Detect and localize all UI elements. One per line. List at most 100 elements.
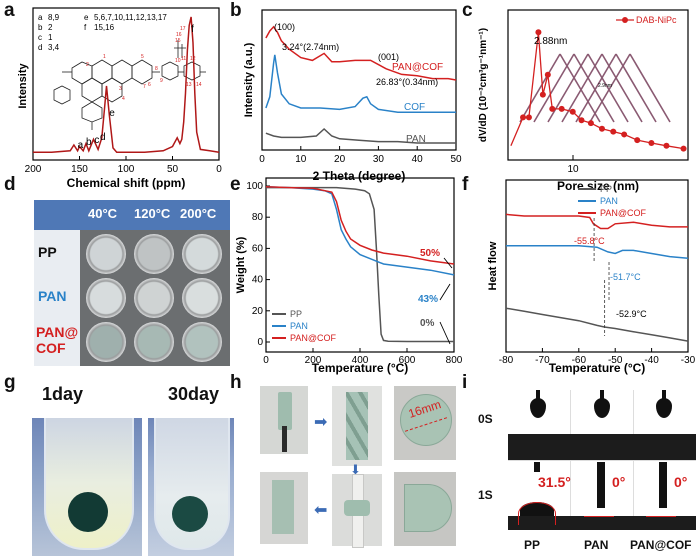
chart-e-legend-label: PP (290, 309, 302, 319)
membrane-dish (134, 278, 174, 318)
chart-f-annotation-pan: -51.7°C (610, 272, 641, 282)
chart-a-xlabel: Chemical shift (ppm) (67, 176, 186, 190)
panel-label-d: d (4, 174, 16, 195)
chart-e-ytick-label: 0 (257, 337, 263, 348)
droplet-pan-0s (594, 398, 610, 418)
panel-label-f: f (462, 174, 469, 195)
chart-c-xtick-label: 10 (567, 164, 579, 175)
panel-label-b: b (230, 0, 242, 21)
chart-b-series-pan-cof (265, 25, 457, 81)
chart-e-annotation-pp: 0% (420, 318, 435, 329)
chart-a-legend-key: d (38, 43, 42, 52)
chart-e-ytick-label: 40 (252, 275, 264, 286)
panel-d-row-label-pp: PP (38, 244, 57, 260)
svg-text:11: 11 (181, 56, 186, 62)
membrane-dish (86, 322, 126, 362)
arrow-down-icon: ⬇ (350, 462, 361, 477)
chart-e-xtick-label: 0 (263, 355, 269, 366)
chart-c-marker (610, 128, 617, 135)
panel-d-row-label-pancof: PAN@ COF (36, 324, 79, 356)
membrane-dish (86, 278, 126, 318)
svg-text:5: 5 (141, 54, 144, 60)
chart-f-xtick-label: -60 (572, 355, 587, 366)
chart-a-xtick-label: 200 (25, 164, 42, 175)
chart-a-xtick-label: 0 (216, 164, 222, 175)
chart-c-marker (544, 71, 551, 78)
panel-d-col-label-3: 200°C (180, 206, 217, 221)
chart-b-xtick-label: 0 (259, 154, 265, 165)
chart-a-legend-value: 3,4 (48, 43, 60, 52)
chart-c-marker (634, 137, 641, 144)
panel-label-g: g (4, 372, 16, 393)
panel-g-label-1day: 1day (42, 384, 84, 404)
chart-c-xlabel: Pore size (nm) (557, 179, 639, 193)
chart-f-xtick-label: -50 (608, 355, 623, 366)
chart-c-marker (558, 105, 565, 112)
chart-b-ylabel: Intensity (a.u.) (243, 42, 255, 117)
chart-b-xtick-label: 40 (412, 154, 424, 165)
row-label-0s: 0S (478, 412, 493, 426)
angle-pan: 0° (612, 474, 626, 490)
wrapped-strip (344, 500, 370, 516)
chart-b-annotation-3-24: 3.24°(2.74nm) (282, 42, 339, 52)
svg-text:17: 17 (180, 26, 186, 32)
chart-e-annotation-pancof: 50% (420, 248, 440, 259)
chart-c-marker (569, 108, 576, 115)
panel-label-a: a (4, 0, 15, 21)
panel-g-vial-photos: 1day 30day (28, 384, 234, 556)
panel-d-row-label-pan: PAN (38, 288, 67, 304)
needle-pp (536, 390, 540, 400)
droplet-pp-0s (530, 398, 546, 418)
chart-a-legend-value: 5,6,7,10,11,12,13,17 (94, 13, 167, 22)
chart-a-legend-value: 1 (48, 33, 53, 42)
panel-label-h: h (230, 372, 242, 393)
chart-f-legend-label: PAN@COF (600, 208, 646, 218)
chart-e-series-pp (266, 186, 454, 343)
chart-f-xtick-label: -30 (681, 355, 696, 366)
cof-lattice-inset (519, 53, 671, 123)
chart-e-ytick-label: 60 (252, 243, 264, 254)
chart-c-legend-label: DAB-NiPc (636, 15, 677, 25)
chart-b-xtick-label: 50 (450, 154, 462, 165)
chart-c-marker (520, 114, 527, 121)
chart-c-marker (598, 125, 605, 132)
lattice-pore-label: 2.9nm (598, 83, 612, 89)
chart-a-legend-value: 2 (48, 23, 53, 32)
col-label-pp: PP (524, 538, 541, 552)
chart-b-series-cof (265, 54, 456, 113)
needle-pancof-1s (659, 462, 667, 508)
membrane-strip (278, 392, 292, 430)
photo-h3: 16mm (394, 386, 456, 460)
chart-b-series-label: COF (404, 102, 425, 113)
tweezers (282, 426, 287, 452)
chart-b-xrd: Intensity (a.u.) 2 Theta (degree) 0 10 20 3… (243, 9, 462, 183)
chart-a-series-line (33, 16, 220, 153)
chart-c-marker (549, 105, 556, 112)
chart-a-peak-label: f (191, 24, 194, 35)
svg-text:15: 15 (175, 38, 181, 44)
chart-e-ytick-label: 20 (252, 306, 264, 317)
photo-h1 (260, 386, 308, 454)
panel-g-label-30day: 30day (168, 384, 220, 404)
chart-f-annotation-pancof: -55.8°C (574, 236, 605, 246)
chart-a-legend-value: 15,16 (94, 23, 115, 32)
chart-f-series-pp (505, 307, 689, 342)
panel-d-col-label-2: 120°C (134, 206, 171, 221)
membrane-dish (134, 234, 174, 274)
substrate-0s (508, 434, 696, 460)
lattice-edge (519, 53, 561, 123)
chart-e-legend-label: PAN@COF (290, 333, 336, 343)
chart-c-frame (507, 9, 689, 161)
chart-a-xtick-label: 100 (118, 164, 135, 175)
panel-label-c: c (462, 0, 473, 21)
needle-pp-1s (534, 462, 540, 472)
chart-a-peak-label: c (94, 135, 99, 146)
chart-f-xtick-label: -70 (535, 355, 550, 366)
photo-h6 (394, 472, 456, 546)
chart-e-xtick-label: 800 (446, 355, 463, 366)
droplet-pancof-0s (656, 398, 672, 418)
chart-f-series-pan (506, 244, 689, 259)
chart-f-series-pan-cof (505, 213, 688, 230)
chart-e-ytick-label: 80 (252, 212, 264, 223)
photo-h2 (332, 386, 382, 466)
